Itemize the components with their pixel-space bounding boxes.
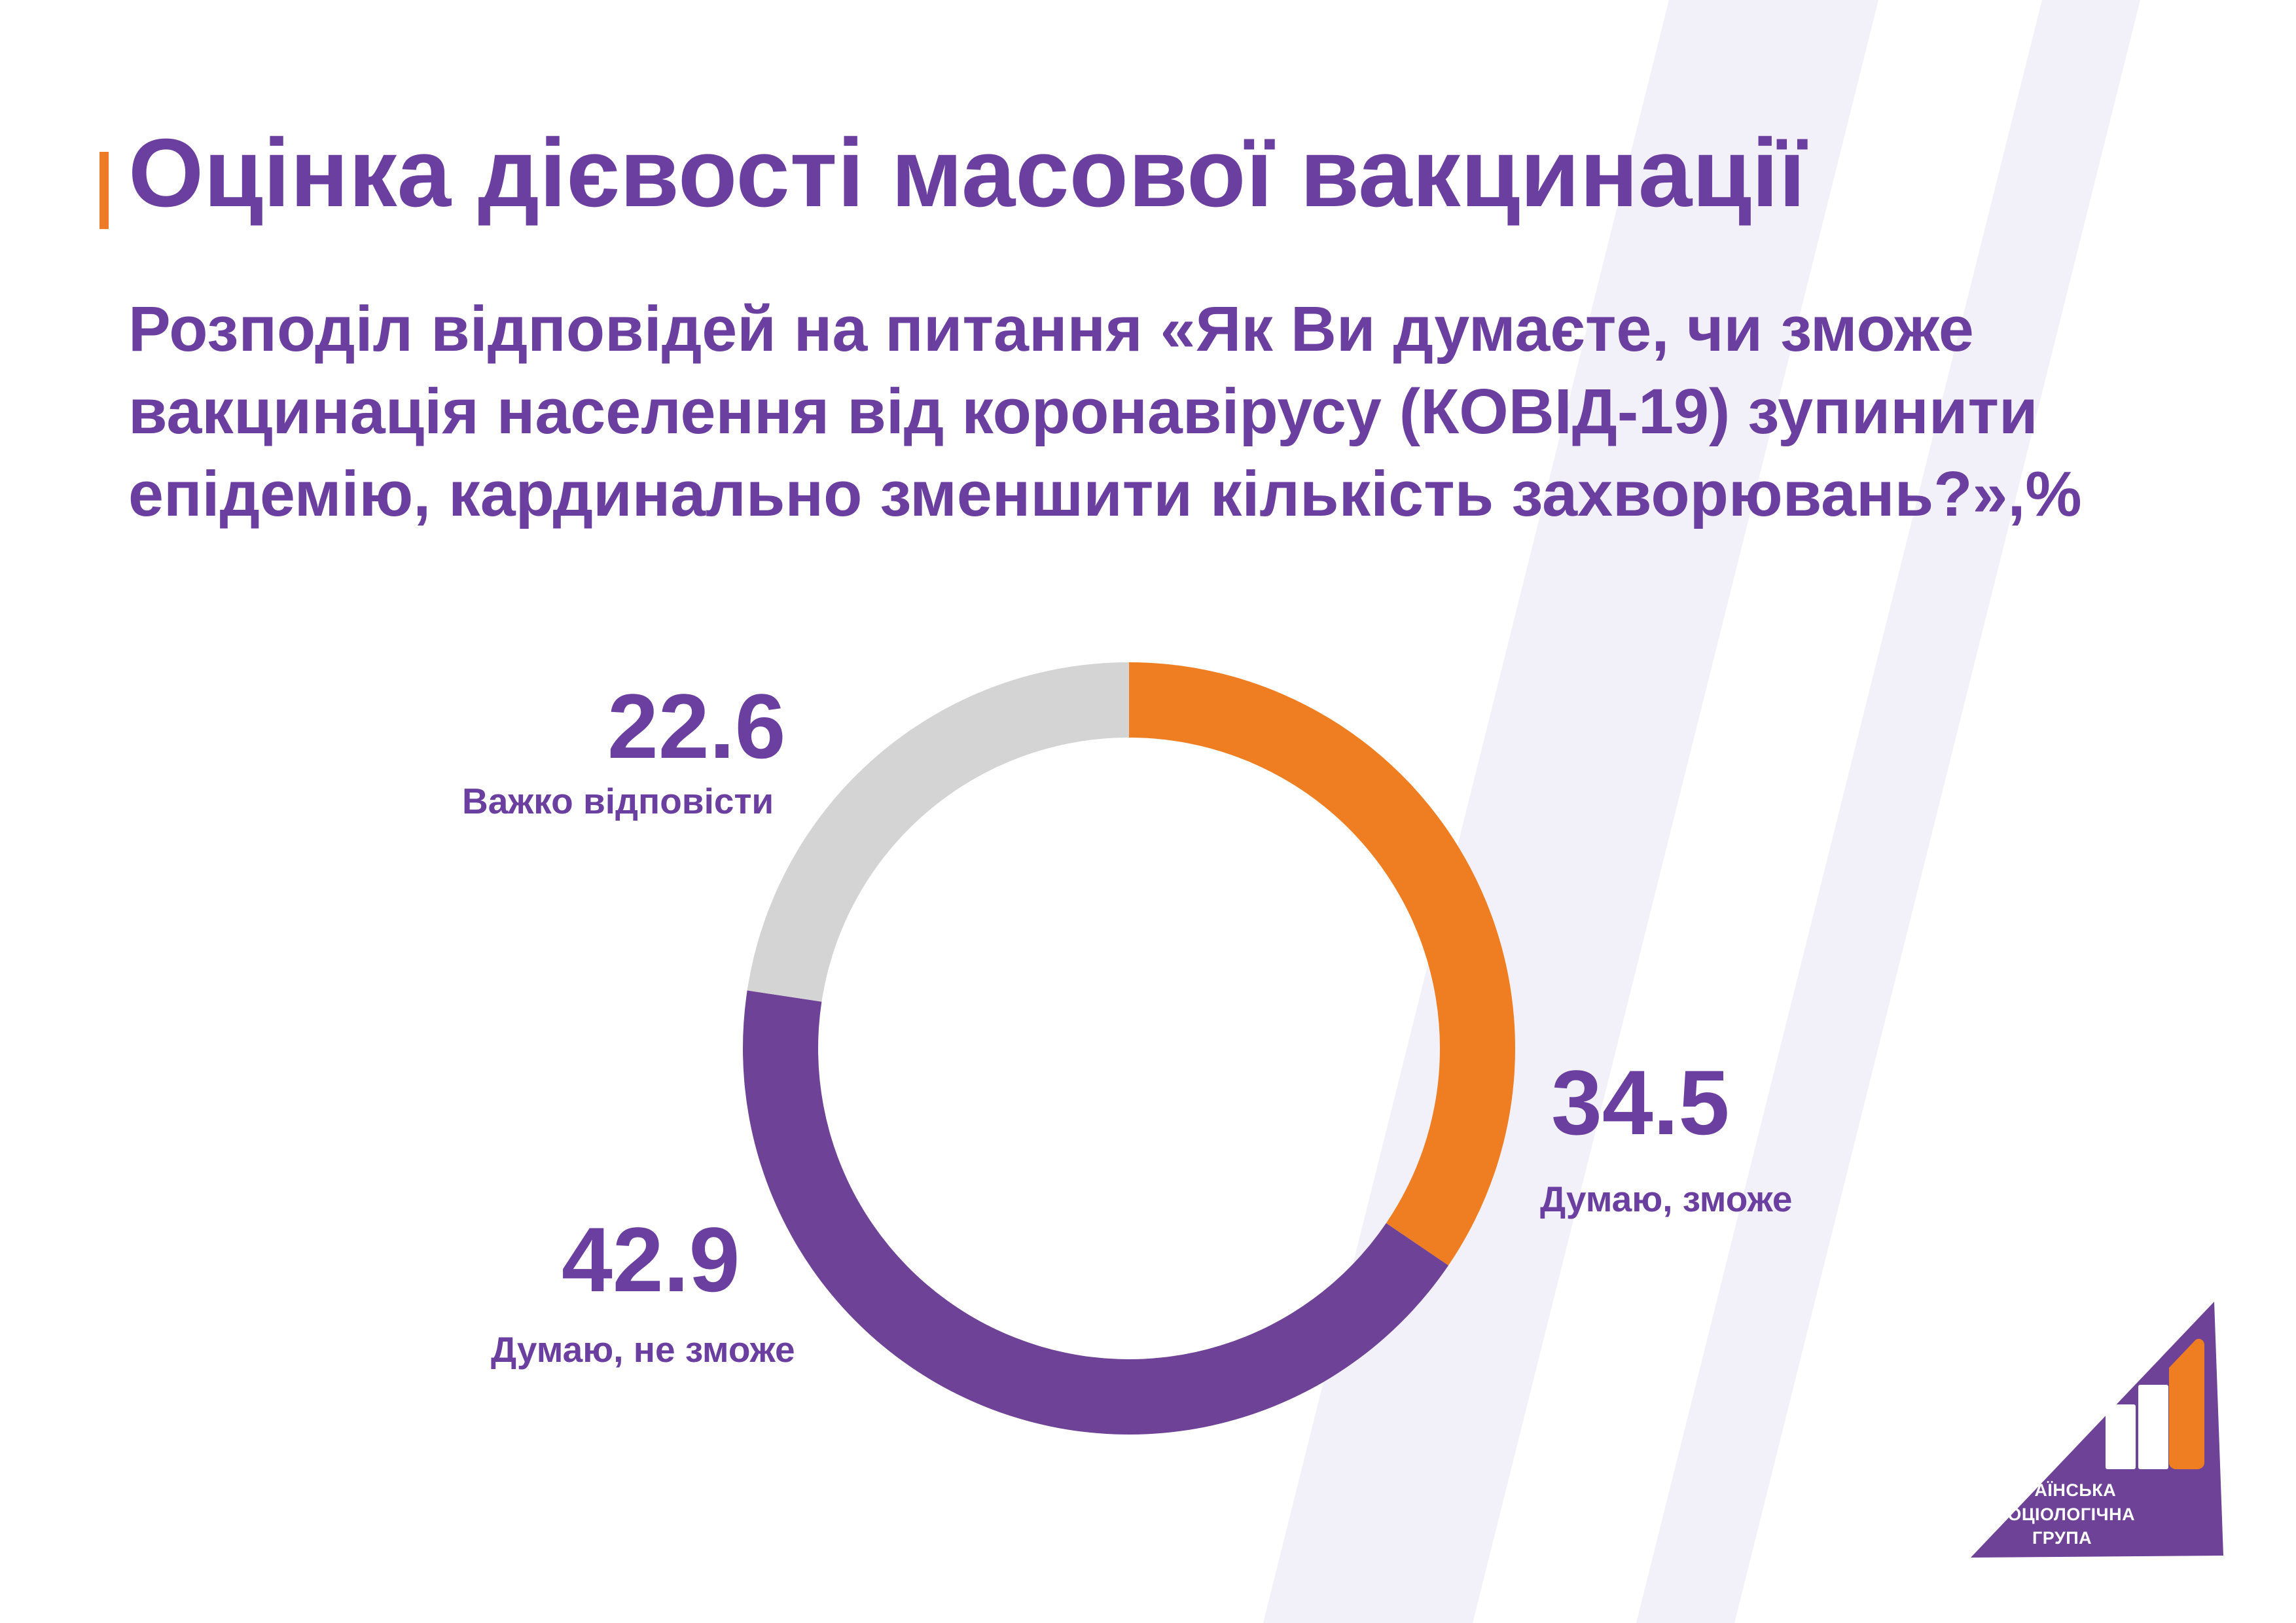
svg-text:УКРАЇНСЬКА: УКРАЇНСЬКА xyxy=(2001,1480,2116,1500)
svg-text:ГРУПА: ГРУПА xyxy=(2032,1528,2092,1548)
svg-text:СОЦІОЛОГІЧНА: СОЦІОЛОГІЧНА xyxy=(1995,1505,2135,1524)
